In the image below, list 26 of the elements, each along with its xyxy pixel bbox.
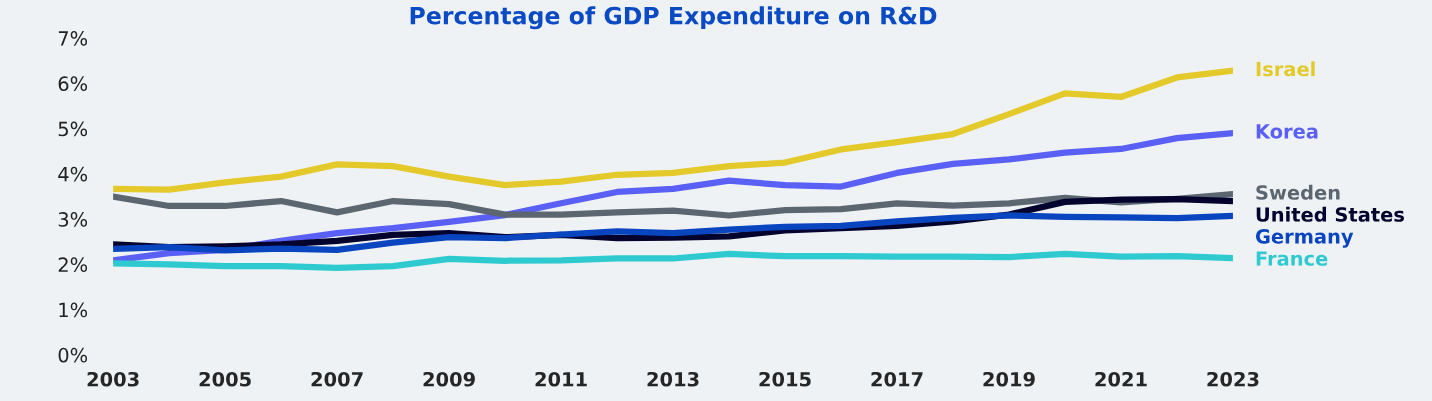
y-tick-label: 5%: [58, 121, 88, 137]
x-tick-label: 2007: [311, 371, 363, 387]
x-tick-label: 2013: [647, 371, 699, 387]
series-label: United States: [1256, 206, 1404, 222]
y-tick-label: 3%: [58, 212, 88, 227]
y-tick-label: 2%: [58, 257, 88, 273]
x-tick-label: 2009: [423, 371, 475, 387]
x-tick-label: 2005: [199, 371, 251, 387]
x-tick-label: 2015: [759, 371, 811, 387]
x-tick-label: 2019: [983, 371, 1035, 387]
chart-title: Percentage of GDP Expenditure on R&D: [410, 6, 937, 30]
y-tick-label: 6%: [58, 76, 88, 92]
series-label: Israel: [1256, 61, 1315, 77]
series-label: Korea: [1256, 124, 1318, 139]
x-tick-label: 2017: [871, 371, 923, 387]
series-label: France: [1256, 251, 1328, 266]
x-tick-label: 2011: [535, 371, 587, 387]
series-label: Germany: [1255, 229, 1354, 248]
y-tick-label: 7%: [58, 31, 88, 46]
series-label: Sweden: [1256, 184, 1340, 200]
x-tick-label: 2021: [1095, 371, 1147, 387]
x-tick-label: 2023: [1207, 371, 1259, 387]
y-tick-label: 4%: [58, 166, 88, 182]
x-tick-label: 2003: [87, 371, 139, 387]
y-tick-label: 1%: [59, 302, 88, 318]
y-tick-label: 0%: [58, 347, 88, 363]
